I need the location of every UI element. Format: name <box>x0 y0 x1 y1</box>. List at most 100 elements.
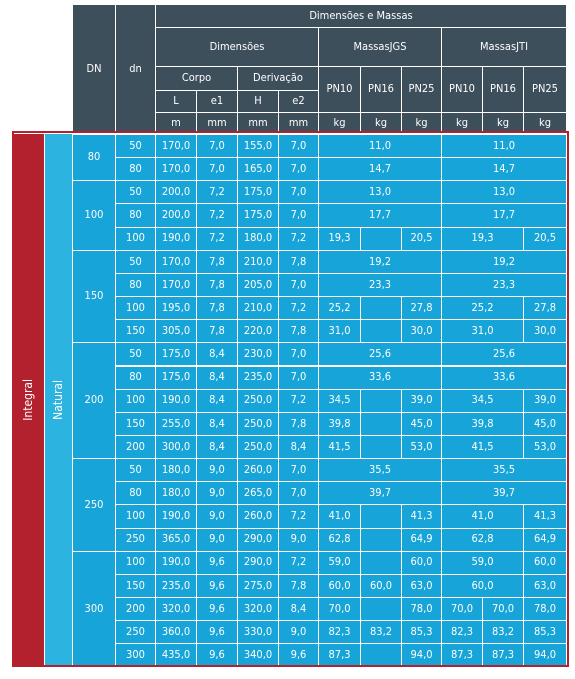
cell-text: 7,8 <box>290 578 307 592</box>
body-cell: 87,3 <box>319 644 360 667</box>
cell-text: 41,5 <box>328 439 351 453</box>
header-cell: Massas JGS <box>319 28 441 66</box>
body-cell: 100 <box>116 551 155 574</box>
cell-text: 50 <box>129 254 142 268</box>
body-cell: 64,9 <box>524 528 566 551</box>
body-cell: 7,8 <box>279 412 318 435</box>
body-cell: 7,0 <box>279 204 318 227</box>
cell-text: 85,3 <box>410 624 433 638</box>
cell-text: mm <box>248 115 268 129</box>
cell-text: 30,0 <box>410 323 433 337</box>
cell-text: 45,0 <box>533 416 557 430</box>
cell-text: kg <box>496 115 509 129</box>
body-cell: 82,3 <box>442 621 482 644</box>
cell-text: 180,0 <box>161 462 191 476</box>
cell-text: 64,9 <box>410 532 433 546</box>
body-cell: 7,0 <box>197 158 237 181</box>
body-cell: 62,8 <box>442 528 523 551</box>
cell-text: kg <box>538 115 551 129</box>
body-cell: 20,5 <box>524 227 566 250</box>
cell-text: 41,0 <box>328 509 351 523</box>
body-cell: 60,0 <box>319 574 360 597</box>
cell-text: 60,0 <box>533 555 557 569</box>
body-cell: 320,0 <box>238 598 278 621</box>
cell-text: 7,2 <box>290 393 307 407</box>
cell-text: 7,2 <box>209 231 225 245</box>
body-cell: 60,0 <box>361 574 401 597</box>
dn-cell: 150 <box>73 250 115 343</box>
body-cell: 300,0 <box>156 435 196 459</box>
cell-text: 365,0 <box>161 532 191 546</box>
cell-text: e1 <box>210 94 224 108</box>
cell-text: 100 <box>126 393 145 407</box>
cell-text: 19,2 <box>368 254 392 268</box>
body-cell: 330,0 <box>238 621 278 644</box>
body-cell: 60,0 <box>402 551 441 574</box>
cell-text: 7,2 <box>209 185 225 199</box>
body-cell: 19,3 <box>442 227 523 250</box>
cell-text: 85,3 <box>533 624 557 638</box>
cell-text: 39,8 <box>471 416 494 430</box>
body-cell: 7,0 <box>279 273 318 297</box>
cell-text: 210,0 <box>243 300 273 314</box>
cell-text: 230,0 <box>243 347 273 361</box>
cell-text: 7,0 <box>290 347 307 361</box>
body-cell: 9,0 <box>197 482 237 505</box>
body-cell: 50 <box>116 135 155 158</box>
cell-text: 39,7 <box>492 486 516 499</box>
body-cell: 9,6 <box>197 644 237 667</box>
body-cell: 175,0 <box>156 366 196 389</box>
cell-text: 200 <box>126 601 145 615</box>
cell-text: 435,0 <box>161 648 191 662</box>
cell-text: 165,0 <box>243 161 273 175</box>
body-cell: 39,8 <box>442 412 523 435</box>
cell-text: 275,0 <box>243 578 273 592</box>
header-cell: kg <box>319 113 360 133</box>
body-cell: 7,8 <box>279 320 318 343</box>
body-cell: 175,0 <box>156 343 196 366</box>
cell-text: 235,0 <box>161 578 191 592</box>
body-cell <box>361 435 401 459</box>
body-cell: 13,0 <box>442 181 566 204</box>
cell-text: 320,0 <box>243 601 273 615</box>
cell-text: 41,3 <box>533 509 557 523</box>
body-cell: 150 <box>116 574 155 597</box>
cell-text: Dimensões <box>209 39 265 53</box>
body-cell: 35,5 <box>442 459 566 482</box>
cell-text: 255,0 <box>161 416 191 430</box>
body-cell: 170,0 <box>156 158 196 181</box>
cell-text: 7,0 <box>290 138 307 152</box>
body-cell: 59,0 <box>319 551 360 574</box>
cell-text: 290,0 <box>243 532 273 546</box>
body-cell: 170,0 <box>156 135 196 158</box>
cell-text: 175,0 <box>161 370 191 384</box>
cell-text: 87,3 <box>328 648 351 662</box>
cell-text: 330,0 <box>243 624 273 638</box>
header-cell: Dimensões <box>156 28 318 66</box>
body-cell: 45,0 <box>402 412 441 435</box>
body-cell: 7,2 <box>279 505 318 528</box>
body-cell: 365,0 <box>156 528 196 551</box>
body-cell: 83,2 <box>361 621 401 644</box>
cell-text: kg <box>333 115 346 129</box>
cell-text: 62,8 <box>471 532 494 546</box>
cell-text: 39,0 <box>410 393 433 407</box>
body-cell: 80 <box>116 158 155 181</box>
cell-text: 50 <box>129 347 142 361</box>
cell-text: 9,6 <box>209 555 225 569</box>
body-cell: 275,0 <box>238 574 278 597</box>
cell-text: 87,3 <box>491 648 515 662</box>
body-cell: 200 <box>116 435 155 459</box>
body-cell: 59,0 <box>442 551 523 574</box>
body-cell: 250 <box>116 621 155 644</box>
body-cell: 8,4 <box>197 343 237 366</box>
header-cell: Derivação <box>238 67 318 90</box>
cell-text: 7,2 <box>290 509 307 523</box>
cell-text: 7,0 <box>290 370 307 384</box>
body-cell: 78,0 <box>524 598 566 621</box>
body-cell: 150 <box>116 412 155 435</box>
cell-text: 9,0 <box>209 486 225 499</box>
cell-text: L <box>173 94 179 108</box>
cell-text: 170,0 <box>161 161 191 175</box>
